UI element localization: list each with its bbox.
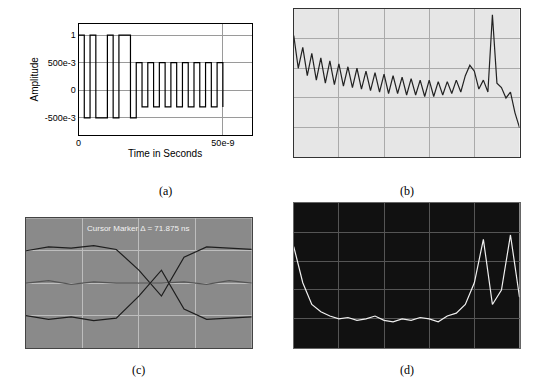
svg-text:500e-3: 500e-3 bbox=[48, 58, 76, 68]
svg-text:(b): (b) bbox=[400, 184, 414, 198]
svg-text:-500e-3: -500e-3 bbox=[45, 113, 76, 123]
svg-text:Time in Seconds: Time in Seconds bbox=[128, 148, 202, 159]
svg-text:(c): (c) bbox=[132, 363, 145, 377]
svg-text:(a): (a) bbox=[159, 184, 172, 198]
svg-text:50e-9: 50e-9 bbox=[211, 138, 234, 148]
svg-text:(d): (d) bbox=[400, 363, 414, 377]
svg-text:0: 0 bbox=[76, 138, 81, 148]
svg-text:Cursor Marker Δ = 71.875 ns: Cursor Marker Δ = 71.875 ns bbox=[87, 224, 190, 233]
svg-text:1: 1 bbox=[71, 30, 76, 40]
svg-text:Amplitude: Amplitude bbox=[29, 57, 40, 102]
svg-text:0: 0 bbox=[71, 85, 76, 95]
